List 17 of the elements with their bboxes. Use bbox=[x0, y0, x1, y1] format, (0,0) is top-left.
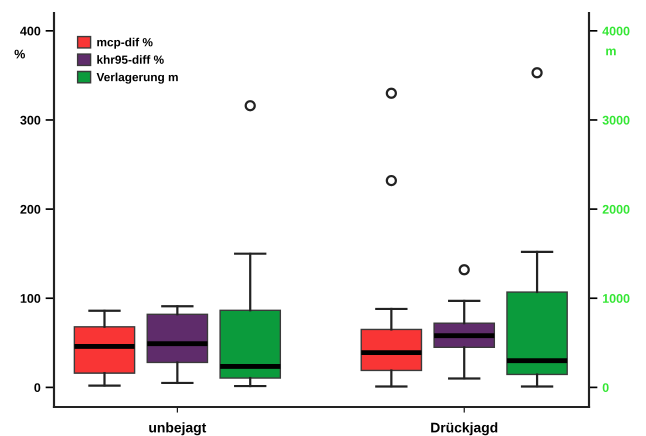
y-tick-label: 100 bbox=[20, 294, 40, 303]
y-tick-label: 400 bbox=[20, 26, 40, 36]
y-axis-title: % bbox=[14, 50, 25, 58]
legend-label: Verlagerung m bbox=[96, 72, 178, 84]
x-tick-label: Drückjagd bbox=[431, 422, 498, 436]
y-tick-label: 0 bbox=[34, 383, 40, 392]
legend-label: khr95-diff % bbox=[97, 55, 164, 64]
y2-tick-label: 3000 bbox=[602, 116, 630, 125]
y-tick-label: 300 bbox=[20, 116, 40, 125]
y2-tick-label: 4000 bbox=[602, 26, 630, 36]
y-tick-label: 200 bbox=[20, 204, 40, 214]
x-tick-label: unbejagt bbox=[149, 422, 206, 436]
legend-label: mcp-dif % bbox=[97, 38, 153, 49]
y2-tick-label: 1000 bbox=[602, 294, 630, 303]
y2-tick-label: 2000 bbox=[602, 204, 630, 214]
y2-axis-title: m bbox=[606, 48, 616, 56]
y2-tick-label: 0 bbox=[602, 383, 609, 392]
